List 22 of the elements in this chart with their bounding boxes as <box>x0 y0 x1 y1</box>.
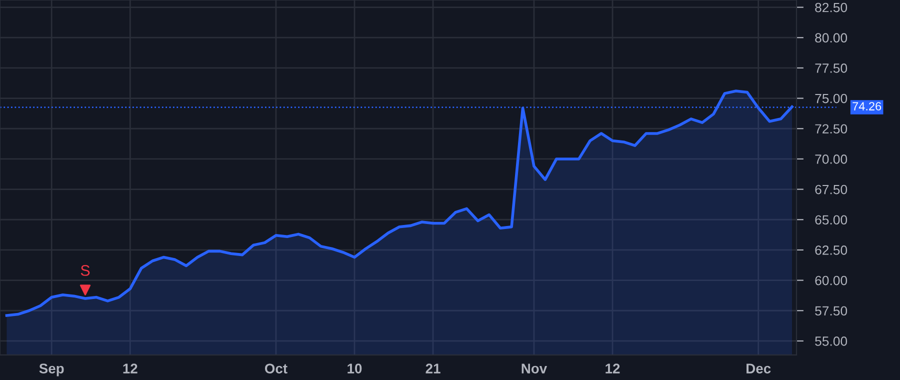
y-tick-label: 57.50 <box>815 306 848 316</box>
y-tick-label: 70.00 <box>815 154 848 164</box>
x-tick-label: 12 <box>123 364 138 374</box>
y-tick-label: 80.00 <box>815 33 848 43</box>
y-tick-label: 55.00 <box>815 336 848 346</box>
x-tick-label: 12 <box>606 364 620 374</box>
y-tick-label: 67.50 <box>815 184 848 194</box>
series-label: S <box>80 265 90 276</box>
y-tick-label: 62.50 <box>815 246 848 255</box>
y-tick-label: 82.50 <box>815 2 848 12</box>
y-tick-label: 60.00 <box>815 276 848 286</box>
x-tick-label: Dec <box>746 364 771 374</box>
x-tick-label: Sep <box>39 364 64 376</box>
y-tick-label: 72.50 <box>815 124 848 134</box>
x-tick-label: Nov <box>522 364 548 374</box>
x-tick-label: Oct <box>264 364 288 374</box>
ref-line-label: 74.26 <box>852 102 882 110</box>
x-tick-label: 21 <box>426 364 440 374</box>
y-tick-label: 75.00 <box>815 94 848 104</box>
x-tick-label: 10 <box>348 364 362 374</box>
y-tick-label: 65.00 <box>815 215 848 225</box>
y-tick-label: 77.50 <box>815 64 848 73</box>
